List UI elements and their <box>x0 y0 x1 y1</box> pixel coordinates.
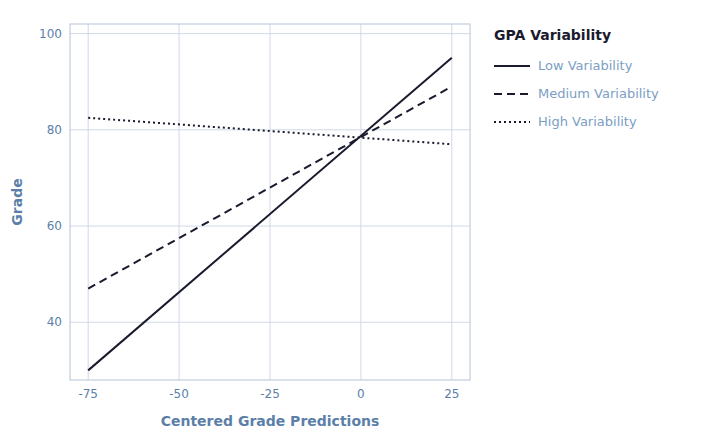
grid-line <box>70 129 470 130</box>
grid-line <box>360 24 361 380</box>
line <box>88 118 452 144</box>
line <box>88 58 452 371</box>
grid-line <box>70 226 470 227</box>
plot-frame <box>70 24 470 380</box>
tick-label: 100 <box>39 27 62 41</box>
y-axis-label: Grade <box>9 178 25 225</box>
tick-label: 60 <box>47 219 62 233</box>
lines <box>88 58 452 371</box>
grid-line <box>179 24 180 380</box>
legend-label: Low Variability <box>538 58 633 73</box>
tick-label: -75 <box>78 387 98 401</box>
grid-line <box>88 24 89 380</box>
legend-label: High Variability <box>538 114 637 129</box>
tick-label: 80 <box>47 123 62 137</box>
legend-swatch <box>494 93 530 95</box>
grid <box>70 24 470 380</box>
legend: GPA Variability Low Variability Medium Var… <box>494 27 659 129</box>
tick-label: -50 <box>169 387 189 401</box>
chart: -75 -50 -25 0 25 40 60 80 100 Centered Grade Pred… <box>0 0 708 445</box>
tick-label: 40 <box>47 315 62 329</box>
line <box>88 87 452 289</box>
tick-label: -25 <box>260 387 280 401</box>
legend-title: GPA Variability <box>494 27 611 43</box>
grid-line <box>70 322 470 323</box>
legend-swatch <box>494 121 530 123</box>
grid-line <box>70 33 470 34</box>
legend-label: Medium Variability <box>538 86 659 101</box>
tick-label: 0 <box>357 387 365 401</box>
grid-line <box>270 24 271 380</box>
tick-label: 25 <box>444 387 459 401</box>
legend-swatch <box>494 65 530 67</box>
grid-line <box>451 24 452 380</box>
x-axis-label: Centered Grade Predictions <box>161 413 380 429</box>
